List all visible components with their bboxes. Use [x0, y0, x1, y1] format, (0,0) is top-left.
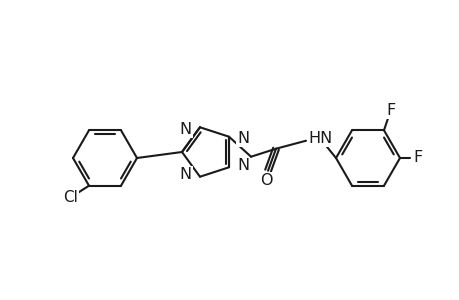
- Text: N: N: [236, 131, 249, 146]
- Text: N: N: [179, 122, 191, 137]
- Text: Cl: Cl: [63, 190, 78, 205]
- Text: O: O: [259, 173, 272, 188]
- Text: N: N: [179, 167, 191, 182]
- Text: N: N: [236, 158, 249, 173]
- Text: F: F: [386, 103, 395, 118]
- Text: F: F: [413, 151, 422, 166]
- Text: HN: HN: [308, 131, 331, 146]
